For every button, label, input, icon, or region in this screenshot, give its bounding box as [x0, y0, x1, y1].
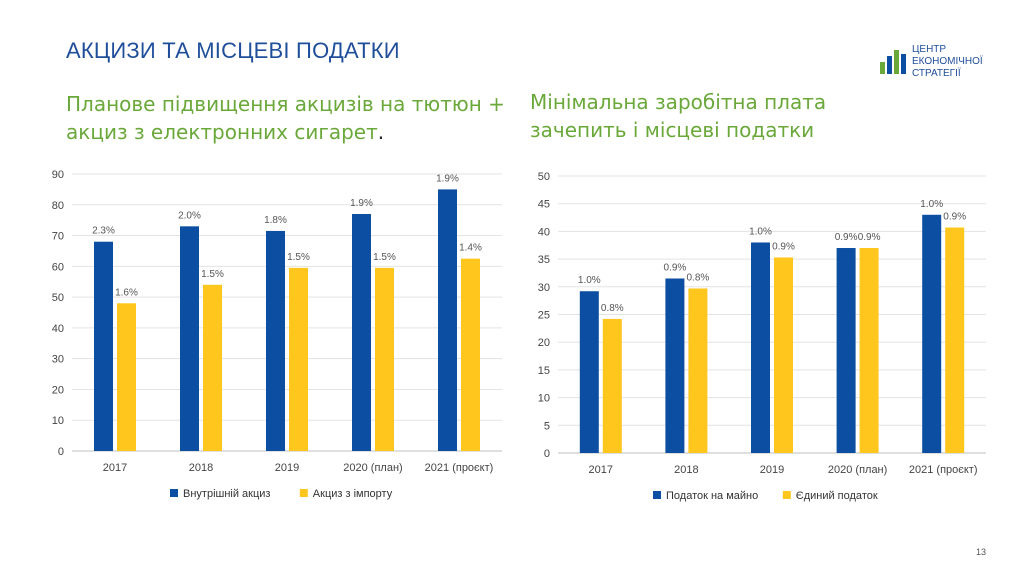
page-number: 13 [975, 547, 986, 557]
bar [352, 214, 371, 451]
y-tick-label: 25 [538, 310, 550, 322]
bar [665, 278, 685, 453]
y-tick-label: 10 [52, 415, 64, 427]
bar [438, 189, 457, 451]
legend-label: Акциз з імпорту [313, 488, 393, 500]
data-label: 1.0% [920, 199, 943, 210]
legend-swatch [653, 491, 661, 499]
data-label: 0.9% [943, 212, 966, 223]
legend-swatch [782, 491, 791, 499]
bar [461, 258, 480, 451]
logo-line: ЦЕНТР [912, 44, 947, 55]
y-tick-label: 45 [538, 199, 550, 211]
x-tick-label: 2017 [103, 462, 127, 474]
data-label: 0.9% [664, 262, 687, 273]
data-label: 1.5% [201, 269, 224, 280]
bar [836, 248, 856, 453]
data-label: 0.9% [772, 241, 795, 252]
legend-swatch [299, 489, 308, 497]
x-tick-label: 2018 [189, 462, 213, 474]
bar [203, 284, 222, 451]
data-label: 0.8% [687, 272, 710, 283]
subtitle-line: Мінімальна заробітна плата [530, 90, 827, 114]
bar [688, 288, 708, 453]
bar [945, 227, 965, 453]
data-label: 1.9% [350, 198, 373, 209]
data-label: 0.9% [858, 232, 881, 243]
x-tick-label: 2021 (проєкт) [425, 462, 494, 474]
bar [266, 230, 285, 451]
data-label: 1.5% [373, 252, 396, 263]
y-tick-label: 30 [52, 354, 64, 366]
y-tick-label: 35 [538, 254, 550, 266]
x-tick-label: 2018 [674, 464, 698, 476]
subtitle-line: Планове підвищення акцизів на тютюн + [66, 92, 505, 116]
local-taxes-bar-chart: 051015202530354045501.0%0.8%20170.9%0.8%… [538, 171, 986, 502]
y-tick-label: 0 [58, 446, 64, 458]
bar [94, 241, 113, 451]
bar [289, 267, 308, 451]
bar [859, 248, 879, 453]
y-tick-label: 0 [544, 448, 550, 460]
y-tick-label: 15 [538, 365, 550, 377]
y-tick-label: 50 [538, 171, 550, 183]
y-tick-label: 30 [538, 282, 550, 294]
subtitle-tail: . [377, 120, 385, 144]
bar [117, 303, 136, 451]
legend-label: Єдиний податок [796, 490, 878, 502]
x-tick-label: 2017 [589, 464, 613, 476]
y-tick-label: 40 [538, 226, 550, 238]
x-tick-label: 2021 (проєкт) [909, 464, 978, 476]
subtitle-line: акциз з електронних сигарет [66, 120, 378, 144]
legend-label: Внутрішній акциз [183, 488, 270, 500]
page-title: АКЦИЗИ ТА МІСЦЕВІ ПОДАТКИ [66, 38, 400, 63]
right-chart-subtitle: Мінімальна заробітна плата зачепить і мі… [530, 88, 850, 144]
excise-bar-chart: 0 10 20 30 40 50 60 70 80 90 2.3% 1.6% 2017 2.0% 1.5% 2… [52, 169, 502, 500]
bar [180, 226, 199, 451]
logo-bars-icon [880, 50, 906, 74]
y-tick-label: 60 [52, 261, 64, 273]
x-tick-label: 2020 (план) [828, 464, 887, 476]
y-tick-label: 5 [544, 420, 550, 432]
data-label: 1.0% [578, 275, 601, 286]
bar [751, 242, 770, 453]
data-label: 2.3% [92, 226, 115, 237]
y-tick-label: 80 [52, 200, 64, 212]
x-tick-label: 2019 [760, 464, 784, 476]
logo: ЦЕНТР ЕКОНОМІЧНОЇ СТРАТЕГІЇ [880, 44, 1000, 84]
subtitle-line: зачепить і місцеві податки [530, 118, 815, 142]
bar [602, 318, 622, 453]
logo-line: ЕКОНОМІЧНОЇ [912, 56, 983, 67]
data-label: 1.8% [264, 215, 287, 226]
data-label: 1.4% [459, 243, 482, 254]
legend-label: Податок на майно [666, 490, 758, 502]
legend-swatch [170, 489, 178, 497]
left-chart-subtitle: Планове підвищення акцизів на тютюн + ак… [66, 90, 506, 146]
y-tick-label: 90 [52, 169, 64, 181]
bar [774, 257, 793, 453]
logo-line: СТРАТЕГІЇ [912, 68, 961, 79]
data-label: 0.8% [601, 303, 624, 314]
bar [375, 267, 394, 451]
y-tick-label: 10 [538, 393, 550, 405]
logo-text: ЦЕНТР ЕКОНОМІЧНОЇ СТРАТЕГІЇ [912, 44, 983, 80]
y-tick-label: 20 [538, 337, 550, 349]
y-tick-label: 20 [52, 384, 64, 396]
bar [579, 291, 599, 453]
data-label: 2.0% [178, 210, 201, 221]
x-tick-label: 2019 [275, 462, 299, 474]
x-tick-label: 2020 (план) [343, 462, 402, 474]
y-tick-label: 70 [52, 231, 64, 243]
y-tick-label: 40 [52, 323, 64, 335]
y-tick-label: 50 [52, 292, 64, 304]
data-label: 1.5% [287, 252, 310, 263]
data-label: 1.0% [749, 226, 772, 237]
bar [922, 214, 942, 453]
data-label: 1.9% [436, 173, 459, 184]
data-label: 0.9% [835, 232, 858, 243]
data-label: 1.6% [115, 287, 138, 298]
